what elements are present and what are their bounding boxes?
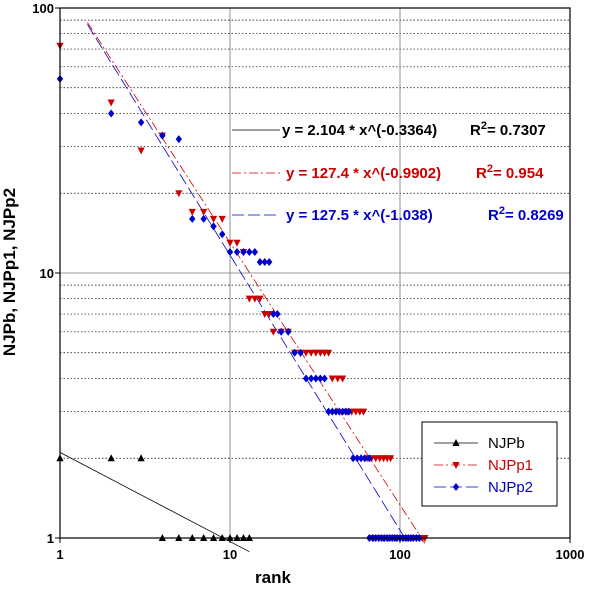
point-njpp2 [285,327,292,336]
point-njpp1 [328,375,336,383]
point-njpp2 [246,248,253,257]
point-njpp1 [307,349,315,357]
point-njpp2 [159,131,166,140]
legend-label-njpp2: NJPp2 [488,479,533,496]
fit-equation: y = 2.104 * x^(-0.3364) [282,122,437,139]
point-njpp2 [332,407,340,416]
point-njpp1 [269,328,277,336]
point-njpp1 [226,239,234,247]
point-njpp1 [386,455,395,463]
point-njpp1 [218,215,226,223]
point-njpp2 [265,258,273,267]
r-squared: R2= 0.954 [476,163,544,182]
point-njpp2 [200,214,207,223]
fit-annotations: y = 2.104 * x^(-0.3364) R2= 0.7307 y = 127… [232,120,564,224]
point-njpb [137,454,145,462]
axis-ticks: 1 10 100 1000 1 10 100 [32,1,584,562]
point-njpp1 [107,99,115,107]
point-njpp1 [359,408,368,416]
point-njpp1 [245,295,253,303]
point-njpp2 [312,374,320,383]
point-njpp2 [226,248,234,257]
point-njpp2 [345,407,353,416]
point-njpp2 [336,407,343,416]
point-njpp1 [302,349,310,357]
point-njpp2 [107,109,115,118]
point-njpp2 [366,454,373,463]
point-njpp2 [175,135,183,144]
x-tick-label: 1000 [556,547,585,562]
point-njpp1 [256,295,264,303]
point-njpp1 [233,239,241,247]
point-njpp2 [329,407,336,416]
point-njpp1 [251,295,259,303]
y-tick-label: 10 [40,266,54,281]
r-squared: R2= 0.8269 [488,205,564,224]
legend-marker-njpp2 [452,483,460,491]
point-njpp2 [240,248,247,257]
x-axis-label: rank [255,568,291,587]
point-njpp2 [277,327,285,336]
point-njpp2 [256,258,264,267]
point-njpp2 [325,407,332,416]
point-njpp2 [261,258,268,267]
point-njpp1 [188,208,196,216]
x-tick-label: 1 [56,547,63,562]
major-grid [60,8,570,538]
minor-grid [60,19,570,459]
point-njpp2 [317,374,324,383]
data-markers [56,42,429,542]
legend: NJPb NJPp1 NJPp2 [421,421,558,507]
point-njpp2 [361,454,368,463]
point-njpp2 [189,214,196,223]
point-njpp2 [233,248,241,257]
point-njpp2 [307,374,315,383]
legend-label-njpp1: NJPp1 [488,457,533,474]
fit-equation: y = 127.5 * x^(-1.038) [286,207,433,224]
point-njpp1 [339,375,347,383]
point-njpp1 [265,311,273,319]
point-njpp1 [334,375,342,383]
legend-box [421,421,558,507]
x-tick-label: 10 [223,547,237,562]
point-njpp2 [357,454,365,463]
y-tick-label: 100 [32,1,54,16]
point-njpp2 [219,230,226,239]
point-njpp2 [270,310,277,319]
fit-line-njpb [59,452,250,553]
point-njpp2 [291,348,298,357]
point-njpp2 [297,348,304,357]
point-njpp1 [209,215,218,223]
point-njpp2 [137,118,145,127]
y-axis-label: NJPb, NJPp1, NJPp2 [0,188,19,356]
point-njpb [107,454,115,462]
point-njpp2 [302,374,310,383]
point-njpp2 [251,248,259,257]
point-njpp2 [210,222,217,231]
point-njpp1 [324,349,333,357]
point-njpp1 [200,208,208,216]
x-tick-label: 100 [389,547,411,562]
point-njpp2 [349,454,357,463]
legend-label-njpb: NJPb [488,435,525,452]
point-njpp2 [321,374,328,383]
fit-equation: y = 127.4 * x^(-0.9902) [286,165,441,182]
point-njpp1 [137,147,145,155]
legend-marker-njpb [452,439,460,446]
point-njpp1 [175,190,183,198]
y-tick-label: 1 [47,531,54,546]
legend-marker-njpp1 [452,462,460,469]
r-squared: R2= 0.7307 [470,120,546,139]
point-njpp2 [274,310,281,319]
point-njpp2 [353,454,361,463]
